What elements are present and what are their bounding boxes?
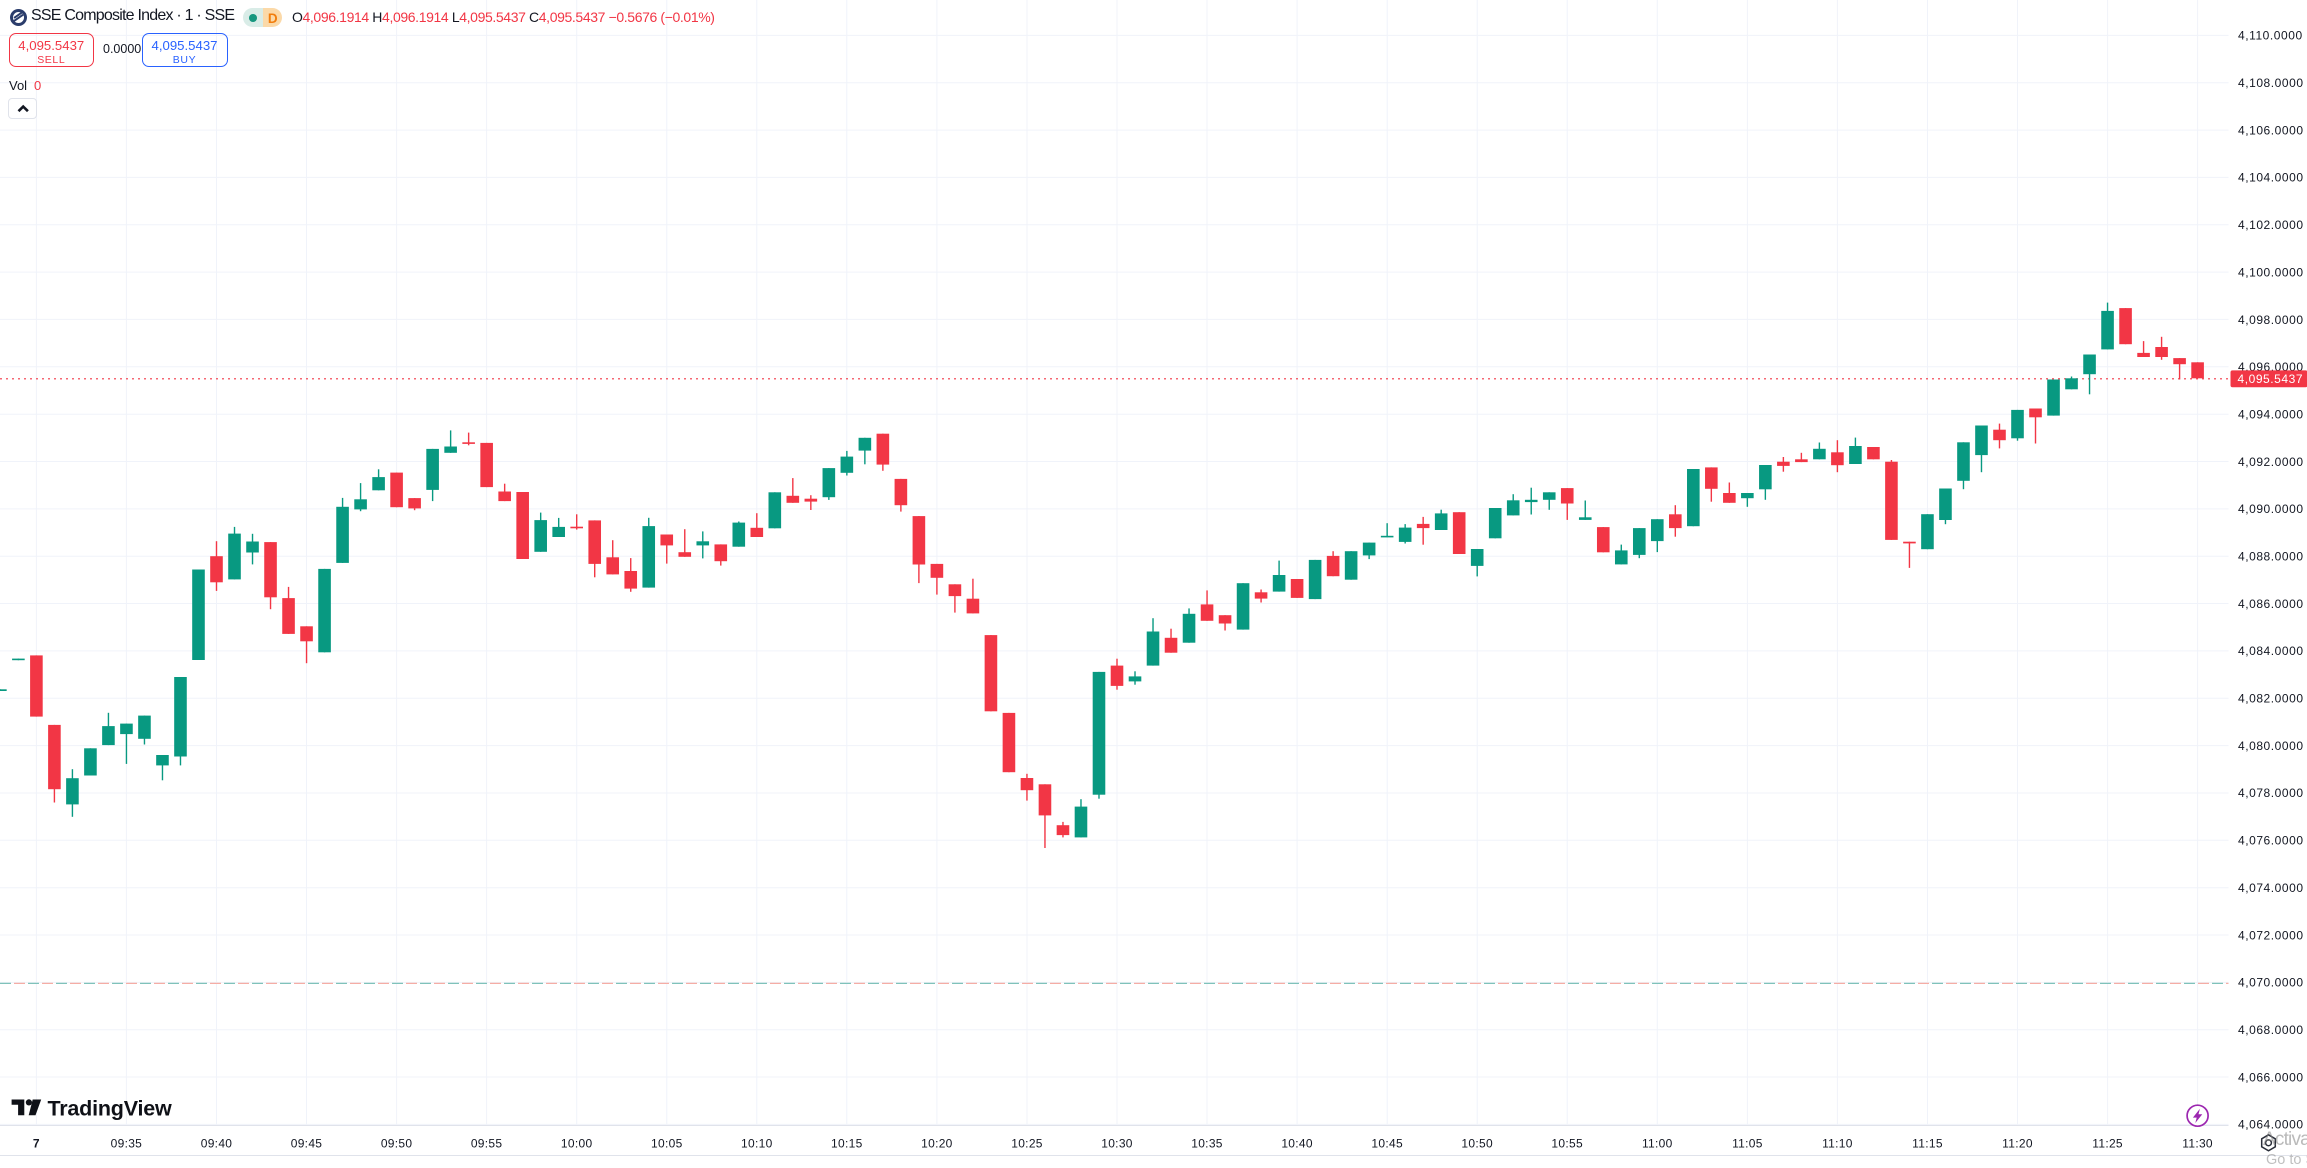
svg-text:4,102.0000: 4,102.0000 <box>2238 218 2304 232</box>
svg-text:10:25: 10:25 <box>1011 1137 1043 1151</box>
svg-text:11:10: 11:10 <box>1822 1137 1853 1151</box>
svg-text:4,088.0000: 4,088.0000 <box>2238 550 2304 564</box>
svg-text:4,104.0000: 4,104.0000 <box>2238 171 2304 185</box>
svg-text:4,072.0000: 4,072.0000 <box>2238 928 2304 942</box>
svg-text:4,086.0000: 4,086.0000 <box>2238 597 2304 611</box>
svg-text:4,095.5437: 4,095.5437 <box>2238 372 2304 386</box>
svg-text:10:35: 10:35 <box>1191 1137 1223 1151</box>
svg-text:4,080.0000: 4,080.0000 <box>2238 739 2304 753</box>
svg-text:4,070.0000: 4,070.0000 <box>2238 976 2304 990</box>
svg-text:4,090.0000: 4,090.0000 <box>2238 502 2304 516</box>
svg-text:4,066.0000: 4,066.0000 <box>2238 1070 2304 1084</box>
svg-text:09:55: 09:55 <box>471 1137 503 1151</box>
svg-text:4,082.0000: 4,082.0000 <box>2238 692 2304 706</box>
svg-text:4,108.0000: 4,108.0000 <box>2238 76 2304 90</box>
svg-text:10:00: 10:00 <box>561 1137 593 1151</box>
svg-text:4,076.0000: 4,076.0000 <box>2238 834 2304 848</box>
svg-text:09:45: 09:45 <box>291 1137 323 1151</box>
svg-text:11:05: 11:05 <box>1732 1137 1763 1151</box>
svg-text:10:10: 10:10 <box>741 1137 773 1151</box>
svg-text:4,106.0000: 4,106.0000 <box>2238 123 2304 137</box>
svg-text:09:50: 09:50 <box>381 1137 413 1151</box>
svg-text:11:25: 11:25 <box>2092 1137 2123 1151</box>
svg-text:7: 7 <box>33 1137 40 1151</box>
svg-text:10:20: 10:20 <box>921 1137 953 1151</box>
svg-text:09:35: 09:35 <box>111 1137 143 1151</box>
svg-text:11:00: 11:00 <box>1642 1137 1673 1151</box>
svg-text:4,098.0000: 4,098.0000 <box>2238 313 2304 327</box>
svg-text:4,068.0000: 4,068.0000 <box>2238 1023 2304 1037</box>
svg-text:10:40: 10:40 <box>1281 1137 1313 1151</box>
svg-text:4,084.0000: 4,084.0000 <box>2238 644 2304 658</box>
svg-text:4,110.0000: 4,110.0000 <box>2238 29 2303 43</box>
svg-text:11:30: 11:30 <box>2182 1137 2213 1151</box>
svg-text:11:15: 11:15 <box>1912 1137 1943 1151</box>
svg-text:10:45: 10:45 <box>1371 1137 1403 1151</box>
svg-text:10:15: 10:15 <box>831 1137 863 1151</box>
svg-text:10:30: 10:30 <box>1101 1137 1133 1151</box>
svg-text:10:05: 10:05 <box>651 1137 683 1151</box>
svg-text:10:55: 10:55 <box>1551 1137 1583 1151</box>
svg-text:TradingView: TradingView <box>48 1096 173 1120</box>
svg-text:09:40: 09:40 <box>201 1137 233 1151</box>
svg-text:4,074.0000: 4,074.0000 <box>2238 881 2304 895</box>
svg-text:4,094.0000: 4,094.0000 <box>2238 408 2304 422</box>
svg-text:4,100.0000: 4,100.0000 <box>2238 265 2304 279</box>
svg-text:10:50: 10:50 <box>1461 1137 1493 1151</box>
svg-text:4,078.0000: 4,078.0000 <box>2238 786 2304 800</box>
svg-text:4,092.0000: 4,092.0000 <box>2238 455 2304 469</box>
svg-text:11:20: 11:20 <box>2002 1137 2033 1151</box>
